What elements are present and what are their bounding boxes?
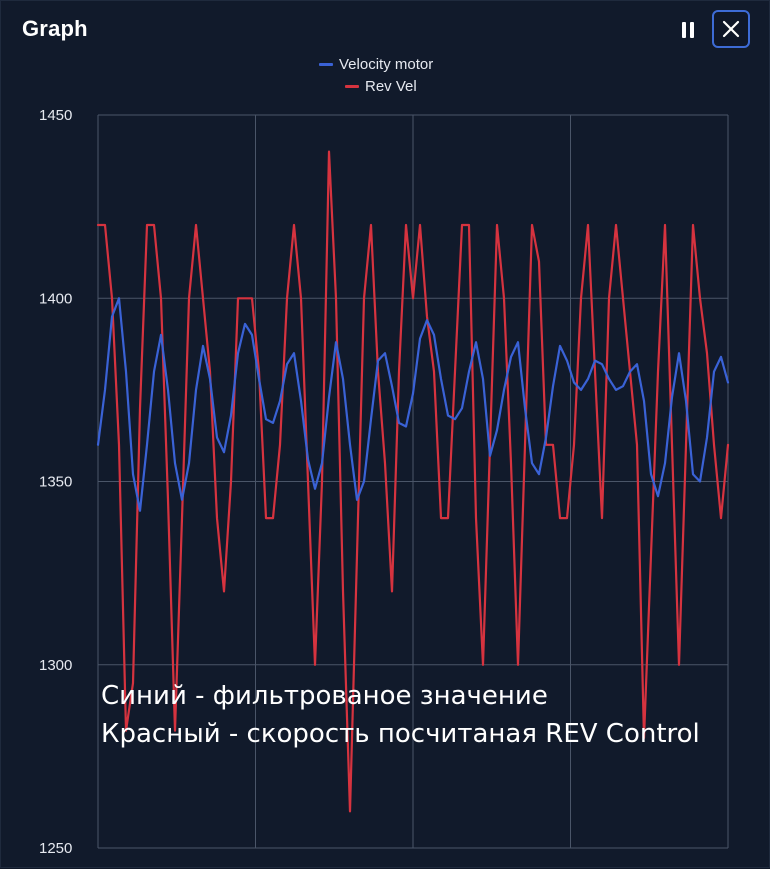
pause-button[interactable] [675, 17, 701, 43]
window-header: Graph [1, 1, 770, 59]
annotation-line-red: Красный - скорость посчитаная REV Contro… [101, 719, 700, 749]
chart-annotation: Синий - фильтрованое значение Красный - … [101, 677, 700, 753]
legend-item-rev-vel[interactable]: Rev Vel [345, 75, 519, 97]
close-icon [722, 20, 740, 38]
series-line-velocity-motor [96, 297, 730, 512]
y-tick-label-1400: 1400 [39, 290, 72, 307]
y-tick-label-1450: 1450 [39, 107, 72, 124]
legend-swatch-blue [319, 62, 333, 66]
pause-icon [682, 22, 686, 38]
legend-label-rev-vel: Rev Vel [365, 77, 417, 95]
annotation-line-blue: Синий - фильтрованое значение [101, 681, 548, 711]
legend-label-velocity-motor: Velocity motor [339, 55, 434, 73]
window-title: Graph [22, 16, 88, 41]
close-button[interactable] [712, 10, 750, 48]
line-chart: 1450 1400 1350 1300 1250 [39, 107, 730, 857]
y-tick-label-1300: 1300 [39, 657, 72, 674]
y-tick-label-1250: 1250 [39, 840, 72, 857]
series-line-rev-vel [96, 150, 730, 813]
legend-swatch-red [345, 84, 359, 88]
chart-legend: Velocity motor Rev Vel [319, 53, 519, 97]
legend-item-velocity-motor[interactable]: Velocity motor [319, 53, 519, 75]
y-tick-label-1350: 1350 [39, 474, 72, 491]
